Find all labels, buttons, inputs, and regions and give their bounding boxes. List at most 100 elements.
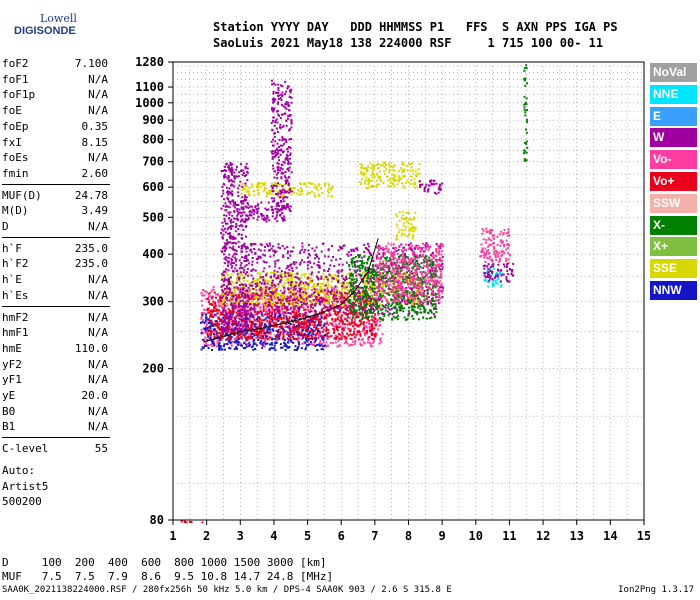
echo-point <box>275 312 277 315</box>
echo-point <box>353 287 356 290</box>
echo-point <box>304 298 306 301</box>
echo-point <box>380 276 383 278</box>
echo-point <box>362 279 365 282</box>
echo-point <box>292 328 295 331</box>
echo-point <box>327 283 330 286</box>
echo-point <box>245 338 248 341</box>
echo-point <box>292 246 295 249</box>
echo-point <box>312 316 315 319</box>
echo-point <box>263 283 266 286</box>
echo-point <box>316 331 319 334</box>
echo-point <box>311 335 313 338</box>
echo-point <box>361 288 364 291</box>
echo-point <box>244 328 247 331</box>
echo-point <box>263 261 266 264</box>
echo-point <box>416 302 419 305</box>
echo-point <box>248 333 251 336</box>
echo-point <box>307 308 310 311</box>
echo-point <box>366 298 369 301</box>
echo-point <box>202 289 204 291</box>
echo-point <box>216 335 219 338</box>
echo-point <box>253 308 256 311</box>
echo-point <box>357 325 360 328</box>
echo-point <box>274 265 277 268</box>
echo-point <box>333 265 336 267</box>
param-row: yF1 N/A <box>2 373 108 388</box>
echo-point <box>223 298 226 301</box>
echo-point <box>256 278 259 281</box>
echo-point <box>338 333 341 336</box>
echo-point <box>269 332 272 335</box>
echo-point <box>340 307 343 309</box>
echo-point <box>393 280 396 283</box>
echo-point <box>338 305 341 307</box>
echo-point <box>273 271 275 274</box>
echo-point <box>296 277 299 280</box>
echo-point <box>438 301 441 304</box>
echo-point <box>373 309 375 312</box>
echo-point <box>276 333 279 336</box>
echo-point <box>408 302 411 305</box>
echo-point <box>317 337 320 340</box>
echo-point <box>221 292 224 295</box>
echo-point <box>376 274 379 276</box>
echo-point <box>279 272 282 275</box>
echo-point <box>333 287 336 290</box>
echo-point <box>346 274 349 277</box>
echo-point <box>390 298 393 301</box>
echo-point <box>367 338 370 341</box>
echo-point <box>274 318 277 321</box>
echo-point <box>356 314 359 317</box>
echo-point <box>308 279 311 282</box>
echo-point <box>430 292 433 295</box>
echo-point <box>317 296 320 299</box>
echo-point <box>218 327 221 330</box>
echo-point <box>243 290 246 293</box>
echo-point <box>420 311 423 314</box>
echo-point <box>219 296 221 299</box>
echo-point <box>370 329 373 332</box>
echo-point <box>349 278 352 281</box>
echo-point <box>331 304 334 307</box>
echo-point <box>268 265 271 268</box>
echo-point <box>434 271 437 274</box>
echo-point <box>273 325 276 328</box>
echo-point <box>228 309 231 312</box>
echo-point <box>413 279 416 282</box>
x-tick-label: 4 <box>270 529 277 543</box>
echo-point <box>212 316 215 318</box>
echo-point <box>282 276 285 279</box>
echo-point <box>370 275 373 278</box>
echo-point <box>312 298 315 301</box>
echo-point <box>307 277 310 280</box>
echo-point <box>294 287 297 290</box>
echo-point <box>250 325 253 328</box>
echo-point <box>301 338 304 341</box>
echo-point <box>353 262 356 265</box>
echo-point <box>246 297 248 300</box>
echo-point <box>268 313 271 316</box>
echo-point <box>253 338 256 341</box>
echo-point <box>251 300 254 303</box>
echo-point <box>413 286 416 289</box>
echo-point <box>253 304 256 307</box>
echo-point <box>331 301 334 303</box>
echo-point <box>368 289 371 291</box>
echo-point <box>309 295 312 298</box>
echo-point <box>212 325 215 327</box>
echo-point <box>207 329 210 332</box>
echo-point <box>212 300 215 303</box>
echo-point <box>281 292 284 294</box>
echo-point <box>289 323 292 325</box>
echo-point <box>431 292 434 295</box>
echo-point <box>367 282 370 285</box>
echo-point <box>418 305 421 308</box>
echo-point <box>370 331 373 334</box>
echo-point <box>208 292 211 295</box>
echo-point <box>316 275 318 278</box>
echo-point <box>298 337 301 340</box>
echo-point <box>250 312 252 315</box>
echo-point <box>221 348 224 351</box>
echo-point <box>271 347 274 350</box>
echo-point <box>206 312 209 315</box>
